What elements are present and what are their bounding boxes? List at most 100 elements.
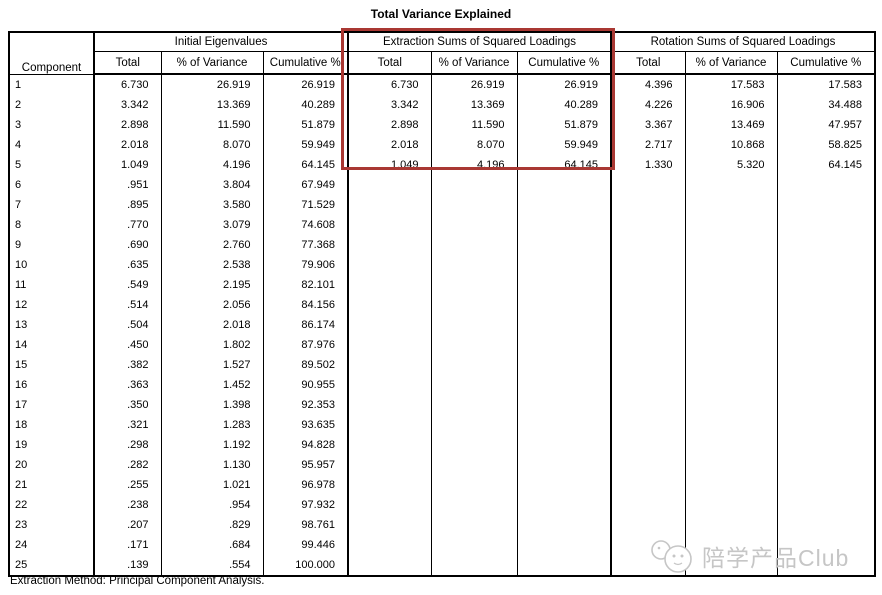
value-cell: [347, 455, 431, 475]
value-cell: 58.825: [776, 135, 875, 155]
value-cell: [610, 415, 685, 435]
value-cell: .684: [160, 535, 263, 555]
value-cell: 93.635: [262, 415, 348, 435]
value-cell: [610, 255, 685, 275]
value-cell: [516, 175, 611, 195]
value-cell: [684, 335, 777, 355]
value-cell: .298: [93, 435, 161, 455]
value-cell: 2.898: [347, 115, 431, 135]
value-cell: .514: [93, 295, 161, 315]
value-cell: [347, 315, 431, 335]
value-cell: [684, 175, 777, 195]
column-header: Total: [347, 51, 431, 75]
value-cell: 77.368: [262, 235, 348, 255]
value-cell: [516, 275, 611, 295]
value-cell: [516, 255, 611, 275]
value-cell: .829: [160, 515, 263, 535]
column-header: Total: [610, 51, 685, 75]
value-cell: [610, 175, 685, 195]
component-cell: 11: [9, 275, 95, 295]
value-cell: 1.049: [93, 155, 161, 175]
value-cell: 51.879: [262, 115, 348, 135]
value-cell: 64.145: [516, 155, 611, 175]
watermark: 陪学产品Club: [648, 535, 849, 577]
component-cell: 16: [9, 375, 95, 395]
value-cell: [776, 455, 875, 475]
component-column-header: Component: [9, 32, 95, 75]
value-cell: [516, 215, 611, 235]
value-cell: 17.583: [684, 74, 777, 95]
value-cell: 34.488: [776, 95, 875, 115]
value-cell: [684, 535, 777, 555]
value-cell: [430, 395, 517, 415]
value-cell: [684, 195, 777, 215]
table-row: 23.207.829 98.761: [9, 515, 875, 535]
value-cell: [776, 255, 875, 275]
value-cell: [430, 455, 517, 475]
value-cell: [776, 215, 875, 235]
value-cell: [516, 535, 611, 555]
value-cell: [516, 455, 611, 475]
value-cell: [430, 295, 517, 315]
value-cell: [684, 495, 777, 515]
value-cell: 79.906: [262, 255, 348, 275]
table-row: 12.514 2.056 84.156: [9, 295, 875, 315]
value-cell: [776, 315, 875, 335]
value-cell: 51.879: [516, 115, 611, 135]
value-cell: [776, 395, 875, 415]
value-cell: [776, 355, 875, 375]
value-cell: 1.330: [610, 155, 685, 175]
value-cell: 3.804: [160, 175, 263, 195]
value-cell: [347, 375, 431, 395]
value-cell: [516, 515, 611, 535]
value-cell: .635: [93, 255, 161, 275]
value-cell: .282: [93, 455, 161, 475]
table-row: 11.549 2.195 82.101: [9, 275, 875, 295]
value-cell: .139: [93, 555, 161, 576]
value-cell: 2.898: [93, 115, 161, 135]
value-cell: [516, 395, 611, 415]
value-cell: 26.919: [430, 74, 517, 95]
value-cell: 67.949: [262, 175, 348, 195]
value-cell: [516, 435, 611, 455]
value-cell: [610, 495, 685, 515]
value-cell: .554: [160, 555, 263, 576]
value-cell: [684, 255, 777, 275]
component-cell: 3: [9, 115, 95, 135]
component-cell: 6: [9, 175, 95, 195]
value-cell: [430, 315, 517, 335]
value-cell: 2.538: [160, 255, 263, 275]
value-cell: [684, 215, 777, 235]
value-cell: 2.195: [160, 275, 263, 295]
value-cell: 13.369: [160, 95, 263, 115]
column-header: % of Variance: [684, 51, 777, 75]
value-cell: .382: [93, 355, 161, 375]
value-cell: [684, 375, 777, 395]
value-cell: [516, 555, 611, 576]
value-cell: [684, 435, 777, 455]
table-row: 21.255 1.021 96.978: [9, 475, 875, 495]
value-cell: [610, 475, 685, 495]
value-cell: .504: [93, 315, 161, 335]
component-cell: 15: [9, 355, 95, 375]
value-cell: 74.608: [262, 215, 348, 235]
value-cell: [516, 335, 611, 355]
value-cell: [430, 435, 517, 455]
value-cell: .207: [93, 515, 161, 535]
value-cell: 86.174: [262, 315, 348, 335]
component-cell: 24: [9, 535, 95, 555]
table-row: 24.171.684 99.446: [9, 535, 875, 555]
value-cell: [610, 335, 685, 355]
value-cell: 1.802: [160, 335, 263, 355]
value-cell: 2.018: [160, 315, 263, 335]
value-cell: [610, 235, 685, 255]
table-row: 4 2.018 8.070 59.949 2.018 8.070 59.949 2.717 10…: [9, 135, 875, 155]
value-cell: [516, 415, 611, 435]
value-cell: .171: [93, 535, 161, 555]
component-cell: 1: [9, 74, 95, 95]
value-cell: 97.932: [262, 495, 348, 515]
value-cell: [776, 435, 875, 455]
value-cell: [776, 495, 875, 515]
value-cell: 3.580: [160, 195, 263, 215]
